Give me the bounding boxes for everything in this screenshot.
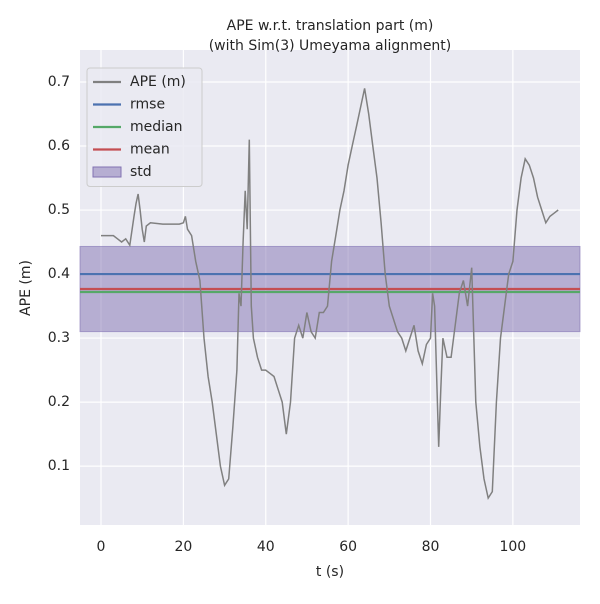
legend-box	[86, 67, 203, 187]
legend-label: mean	[130, 142, 170, 158]
y-tick-label: 0.3	[48, 330, 70, 346]
chart-title: APE w.r.t. translation part (m)	[227, 18, 434, 34]
y-axis-label: APE (m)	[18, 260, 34, 316]
legend-label: std	[130, 164, 152, 180]
y-tick-label: 0.2	[48, 394, 70, 410]
x-tick-label: 60	[339, 539, 357, 555]
legend-label: APE (m)	[130, 74, 186, 90]
y-tick-label: 0.1	[48, 458, 70, 474]
legend-label: rmse	[130, 97, 165, 113]
x-tick-label: 20	[174, 539, 192, 555]
x-tick-label: 80	[422, 539, 440, 555]
legend-swatch	[92, 166, 122, 178]
y-tick-label: 0.7	[48, 74, 70, 90]
x-axis-label: t (s)	[316, 564, 344, 580]
y-tick-label: 0.5	[48, 202, 70, 218]
y-tick-label: 0.4	[48, 266, 70, 282]
chart-subtitle: (with Sim(3) Umeyama alignment)	[209, 38, 452, 54]
y-tick-label: 0.6	[48, 138, 70, 154]
x-tick-label: 40	[257, 539, 275, 555]
x-tick-label: 100	[499, 539, 526, 555]
ape-line	[101, 88, 559, 501]
x-tick-label: 0	[97, 539, 106, 555]
legend-label: median	[130, 119, 182, 135]
